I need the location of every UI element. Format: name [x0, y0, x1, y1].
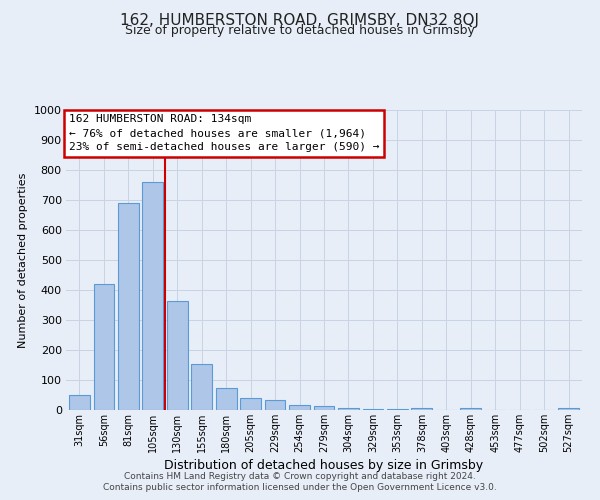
Bar [216, 388, 236, 410]
Bar [314, 406, 334, 410]
Bar [289, 404, 310, 410]
X-axis label: Distribution of detached houses by size in Grimsby: Distribution of detached houses by size … [164, 459, 484, 472]
Bar [167, 300, 188, 410]
Bar [265, 400, 286, 410]
Y-axis label: Number of detached properties: Number of detached properties [18, 172, 28, 348]
Bar [558, 408, 579, 410]
Text: 162 HUMBERSTON ROAD: 134sqm
← 76% of detached houses are smaller (1,964)
23% of : 162 HUMBERSTON ROAD: 134sqm ← 76% of det… [68, 114, 379, 152]
Bar [118, 203, 139, 410]
Bar [338, 408, 359, 410]
Bar [412, 408, 432, 410]
Text: 162, HUMBERSTON ROAD, GRIMSBY, DN32 8QJ: 162, HUMBERSTON ROAD, GRIMSBY, DN32 8QJ [121, 12, 479, 28]
Text: Contains public sector information licensed under the Open Government Licence v3: Contains public sector information licen… [103, 483, 497, 492]
Bar [191, 364, 212, 410]
Bar [69, 395, 90, 410]
Bar [240, 398, 261, 410]
Bar [460, 408, 481, 410]
Text: Contains HM Land Registry data © Crown copyright and database right 2024.: Contains HM Land Registry data © Crown c… [124, 472, 476, 481]
Bar [94, 284, 114, 410]
Bar [387, 409, 408, 410]
Bar [142, 182, 163, 410]
Text: Size of property relative to detached houses in Grimsby: Size of property relative to detached ho… [125, 24, 475, 37]
Bar [362, 409, 383, 410]
